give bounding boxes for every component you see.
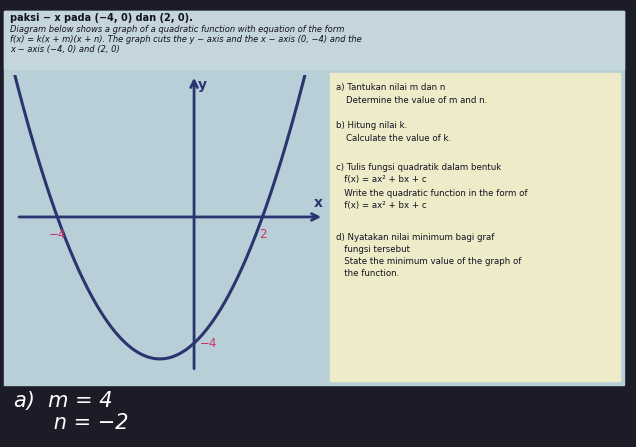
Text: n = −2: n = −2: [14, 413, 128, 433]
Text: Write the quadratic function in the form of: Write the quadratic function in the form…: [336, 189, 527, 198]
Text: −4: −4: [48, 228, 66, 241]
Text: −4: −4: [200, 337, 218, 350]
Text: the function.: the function.: [336, 269, 399, 278]
Text: f(x) = k(x + m)(x + n). The graph cuts the y − axis and the x − axis (0, −4) and: f(x) = k(x + m)(x + n). The graph cuts t…: [10, 35, 362, 44]
Text: a)  m = 4: a) m = 4: [14, 391, 113, 411]
Bar: [4, 11, 624, 69]
Text: Calculate the value of k.: Calculate the value of k.: [346, 134, 451, 143]
Bar: [4, 11, 624, 385]
Text: a) Tantukan nilai m dan n: a) Tantukan nilai m dan n: [336, 83, 445, 92]
Text: 2: 2: [259, 228, 266, 241]
Bar: [330, 73, 620, 381]
Text: paksi − x pada (−4, 0) dan (2, 0).: paksi − x pada (−4, 0) dan (2, 0).: [10, 13, 193, 23]
Text: State the minimum value of the graph of: State the minimum value of the graph of: [336, 257, 522, 266]
Text: Determine the value of m and n.: Determine the value of m and n.: [346, 96, 487, 105]
Text: c) Tulis fungsi quadratik dalam bentuk: c) Tulis fungsi quadratik dalam bentuk: [336, 163, 501, 172]
Text: fungsi tersebut: fungsi tersebut: [336, 245, 410, 254]
Text: x − axis (−4, 0) and (2, 0): x − axis (−4, 0) and (2, 0): [10, 45, 120, 54]
Text: d) Nyatakan nilai minimum bagi graf: d) Nyatakan nilai minimum bagi graf: [336, 233, 494, 242]
Text: Diagram below shows a graph of a quadratic function with equation of the form: Diagram below shows a graph of a quadrat…: [10, 25, 344, 34]
Text: x: x: [314, 196, 322, 210]
Text: b) Hitung nilai k.: b) Hitung nilai k.: [336, 121, 407, 130]
Text: f(x) = ax² + bx + c: f(x) = ax² + bx + c: [336, 201, 427, 210]
Text: f(x) = ax² + bx + c: f(x) = ax² + bx + c: [336, 175, 427, 184]
Text: y: y: [198, 78, 207, 92]
